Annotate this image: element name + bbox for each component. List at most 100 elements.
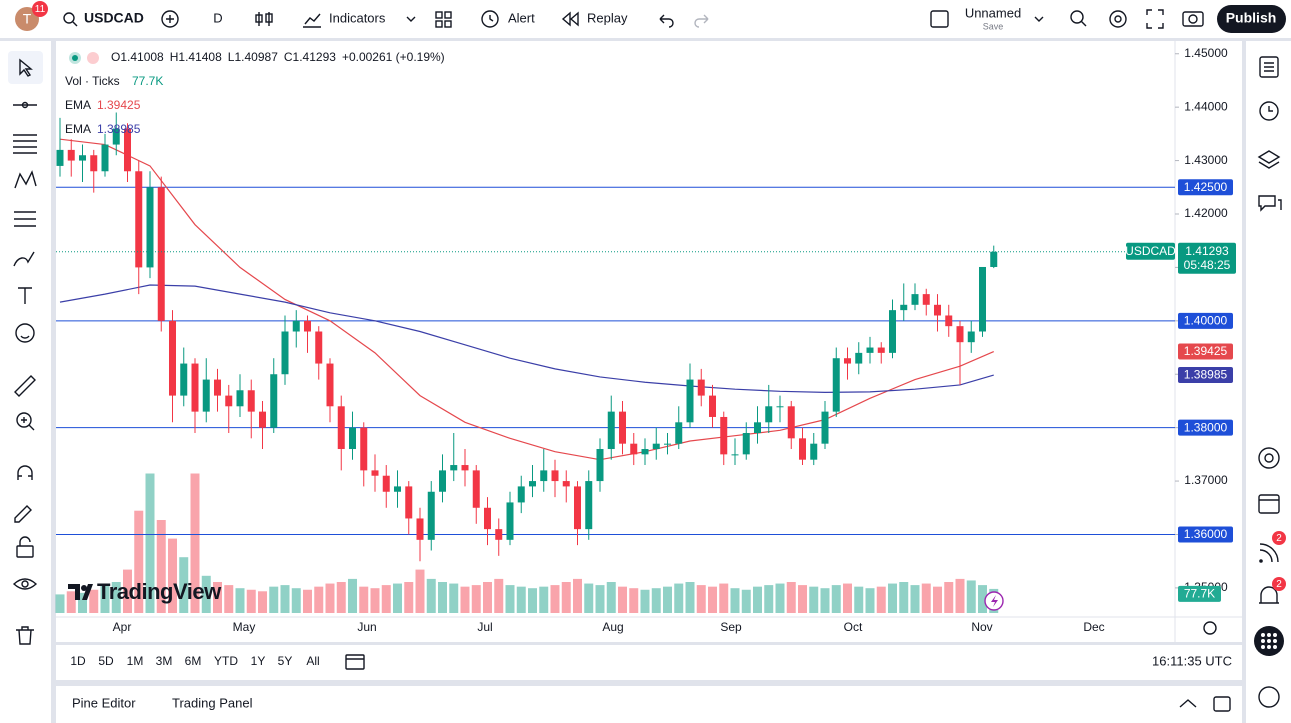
ideas-icon[interactable]: [1259, 543, 1279, 563]
pattern-tool[interactable]: [14, 170, 37, 189]
symbol[interactable]: USDCAD: [84, 10, 144, 26]
screenshot-icon[interactable]: [1182, 11, 1204, 27]
range-button[interactable]: 1M: [127, 654, 144, 668]
avatar[interactable]: [15, 7, 39, 31]
range-button[interactable]: 1D: [70, 654, 86, 668]
layout-name[interactable]: Unnamed: [965, 5, 1021, 20]
volume-bar: [314, 586, 324, 613]
calendar-icon[interactable]: [1258, 494, 1280, 514]
volume-bar: [685, 582, 695, 613]
alerts-icon: [1268, 106, 1273, 112]
delete-tool[interactable]: [16, 626, 34, 645]
save[interactable]: Save: [983, 21, 1004, 31]
candle-body: [326, 363, 334, 407]
candle-body: [979, 266, 986, 332]
x-tick-label: Jun: [357, 620, 376, 634]
volume-bar: [471, 585, 481, 613]
axis-settings-icon[interactable]: [1203, 621, 1217, 635]
visibility-tool[interactable]: [12, 578, 38, 590]
quick-search-icon[interactable]: [1070, 10, 1084, 24]
level-badge: [1178, 179, 1233, 196]
lock-tool: [19, 536, 31, 546]
search-icon[interactable]: [63, 12, 75, 24]
candle-body: [495, 529, 503, 540]
compare-icon[interactable]: [161, 10, 179, 28]
chart-type-icon: [255, 14, 263, 23]
volume-bar: [561, 582, 571, 613]
hotlist-icon[interactable]: [1258, 447, 1280, 469]
volume-bar: [89, 589, 99, 613]
layers-icon[interactable]: [1257, 150, 1281, 169]
range-button[interactable]: 3M: [156, 654, 173, 668]
level-badge: [1178, 526, 1233, 543]
level-label: 1.36000: [1184, 527, 1228, 541]
lock-tool[interactable]: [16, 545, 34, 558]
maximize-icon[interactable]: [1213, 696, 1231, 712]
watchlist-icon[interactable]: [1259, 56, 1279, 78]
settings-icon[interactable]: [1109, 10, 1127, 28]
alert[interactable]: Alert: [508, 10, 535, 25]
candle-body: [169, 320, 176, 396]
redo-icon[interactable]: [694, 14, 709, 28]
range-button[interactable]: 1Y: [251, 654, 266, 668]
text-tool[interactable]: [18, 287, 32, 304]
tab[interactable]: Trading Panel: [172, 695, 253, 710]
chevron[interactable]: [406, 16, 416, 22]
candle-body: [101, 144, 109, 172]
ruler-tool[interactable]: [14, 375, 36, 397]
publish-button[interactable]: [1217, 5, 1286, 33]
brush-tool[interactable]: [13, 251, 35, 267]
alert-icon[interactable]: [481, 10, 499, 28]
replay-icon[interactable]: [561, 11, 579, 27]
magnet-tool[interactable]: [17, 465, 33, 480]
fib-tool[interactable]: [13, 134, 37, 154]
level-label: 1.38000: [1184, 420, 1228, 434]
chat-icon[interactable]: [1258, 195, 1282, 212]
y-tick-label: 1.45000: [1184, 46, 1228, 60]
volume-bar: [516, 586, 526, 613]
indicators[interactable]: Indicators: [329, 10, 386, 25]
candle-body: [292, 320, 300, 332]
collapse-icon[interactable]: [1179, 699, 1197, 708]
interval[interactable]: D: [213, 10, 222, 25]
market-icon: [87, 52, 99, 64]
candle-body: [157, 187, 165, 321]
draw-mode-tool[interactable]: [14, 505, 32, 523]
layout-icon[interactable]: [435, 11, 443, 19]
candle-body: [517, 486, 525, 503]
emoji-tool[interactable]: [15, 323, 35, 343]
tab[interactable]: Pine Editor: [72, 695, 136, 710]
zoom-tool[interactable]: [16, 412, 32, 428]
volume-bar: [888, 583, 897, 613]
emoji-tool: [20, 335, 30, 339]
range-button[interactable]: All: [306, 654, 319, 668]
help-icon[interactable]: [1258, 686, 1280, 708]
forecast-tool[interactable]: [14, 211, 36, 227]
range-button[interactable]: 5D: [98, 654, 114, 668]
volume-bar: [258, 591, 267, 613]
layout-checkbox[interactable]: [930, 10, 949, 28]
undo-icon[interactable]: [659, 14, 674, 28]
replay[interactable]: Replay: [587, 10, 628, 25]
fullscreen-icon[interactable]: [1146, 9, 1164, 29]
candle-body: [742, 432, 750, 455]
chevron[interactable]: [1034, 16, 1044, 22]
alerts-icon[interactable]: [1259, 101, 1279, 121]
cursor-tool[interactable]: [19, 58, 33, 77]
volume-bar: [336, 582, 346, 613]
candle-body: [247, 390, 255, 412]
ideas-icon: [1259, 559, 1263, 563]
volume-bar: [100, 585, 110, 613]
date-range-icon[interactable]: [345, 654, 365, 670]
indicators-icon[interactable]: [303, 13, 321, 28]
candle-body: [686, 379, 694, 423]
range-button[interactable]: YTD: [214, 654, 238, 668]
notifications-icon[interactable]: [1259, 586, 1279, 604]
candle-body: [382, 475, 390, 492]
volume-bar: [168, 538, 177, 613]
range-button[interactable]: 6M: [185, 654, 202, 668]
range-button[interactable]: 5Y: [278, 654, 293, 668]
candle-body: [135, 171, 143, 268]
clock[interactable]: 16:11:35 UTC: [1152, 653, 1232, 668]
volume-bar: [213, 582, 222, 613]
